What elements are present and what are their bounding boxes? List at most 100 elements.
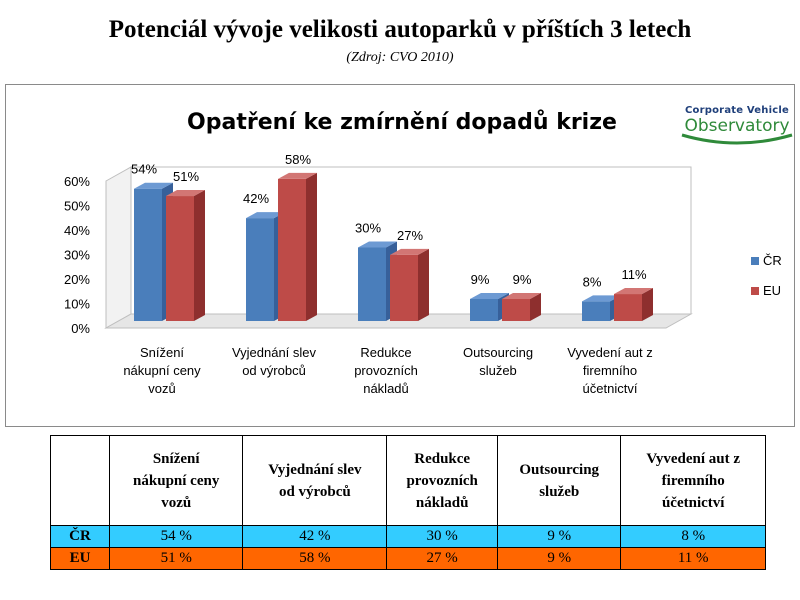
- table-header-1: Vyjednání slev od výrobců: [242, 435, 388, 526]
- table-header-line: Vyvedení aut z: [646, 450, 740, 467]
- table-row: EU 51 % 58 % 27 % 9 % 11 %: [50, 547, 766, 570]
- table-header-4: Vyvedení aut z firemního účetnictví: [620, 435, 766, 526]
- table-cell: 11 %: [620, 547, 766, 570]
- table-header-3: Outsourcing služeb: [496, 435, 622, 526]
- bar-ČR-1: [246, 218, 274, 321]
- chart-frame: 0% 10% 20% 30% 40% 50% 60% Opatření ke zmírnění…: [5, 84, 795, 427]
- bar-EU-1: [278, 178, 306, 321]
- bar-chart: 0% 10% 20% 30% 40% 50% 60% Opatření ke zmírnění…: [64, 110, 782, 396]
- table-header-line: Outsourcing: [519, 461, 600, 478]
- table-cell: 54 %: [108, 525, 244, 548]
- table-cell: 27 %: [386, 547, 498, 570]
- table-header-line: firemního: [661, 472, 725, 489]
- x-tick-label: Vyjednání slev: [232, 345, 317, 360]
- bar-top: [134, 182, 173, 189]
- y-tick-label: 50%: [64, 199, 90, 214]
- bar-EU-4: [614, 294, 642, 321]
- bar-ČR-4: [582, 301, 610, 321]
- table-header-line: Vyjednání slev: [268, 461, 362, 478]
- logo-line-2: Observatory: [684, 116, 790, 136]
- bar-side: [306, 172, 317, 321]
- data-label: 54%: [131, 162, 157, 177]
- table-row-label: EU: [50, 547, 110, 570]
- bar-top: [246, 212, 285, 219]
- bar-side: [418, 248, 429, 321]
- legend-swatch-0: [751, 257, 759, 265]
- table-header-line: od výrobců: [278, 483, 351, 500]
- chart-title: Opatření ke zmírnění dopadů krize: [187, 110, 617, 135]
- bar-side: [194, 190, 205, 321]
- table-header-line: Snížení: [152, 450, 200, 467]
- x-tick-label: služeb: [479, 363, 517, 378]
- y-tick-label: 20%: [64, 272, 90, 287]
- table-header-line: služeb: [539, 483, 580, 500]
- bar-top: [390, 248, 429, 255]
- table-row: ČR 54 % 42 % 30 % 9 % 8 %: [50, 525, 766, 548]
- data-label: 51%: [173, 169, 199, 184]
- bar-top: [166, 190, 205, 197]
- x-tick-label: provozních: [354, 363, 418, 378]
- legend-label: ČR: [763, 253, 782, 268]
- bar-side: [642, 288, 653, 321]
- bar-EU-2: [390, 254, 418, 321]
- data-label: 42%: [243, 191, 269, 206]
- table-cell: 9 %: [496, 547, 622, 570]
- data-label: 30%: [355, 221, 381, 236]
- table-header-0: Snížení nákupní ceny vozů: [108, 435, 244, 526]
- table-header-line: Redukce: [414, 450, 471, 467]
- x-tick-label: Outsourcing: [463, 345, 533, 360]
- chart-side-wall: [105, 166, 132, 329]
- table-header-line: účetnictví: [661, 494, 725, 511]
- y-tick-label: 60%: [64, 174, 90, 189]
- data-label: 9%: [471, 272, 490, 287]
- table-header-2: Redukce provozních nákladů: [386, 435, 498, 526]
- table-cell: 42 %: [242, 525, 388, 548]
- page-title: Potenciál vývoje velikosti autoparků v p…: [108, 16, 692, 43]
- data-label: 9%: [513, 272, 532, 287]
- bar-top: [358, 241, 397, 248]
- x-tick-label: nákupní ceny: [123, 363, 201, 378]
- logo-swoosh-icon: [681, 133, 793, 145]
- table-header-line: nákladů: [415, 494, 469, 511]
- table-cell: 58 %: [242, 547, 388, 570]
- bar-top: [582, 295, 621, 302]
- x-tick-label: nákladů: [363, 381, 409, 396]
- data-label: 27%: [397, 228, 423, 243]
- bar-top: [614, 288, 653, 295]
- cvo-logo: Corporate Vehicle Observatory: [676, 99, 798, 151]
- bar-top: [470, 292, 509, 299]
- logo-line-1: Corporate Vehicle: [685, 105, 789, 116]
- x-tick-label: firemního: [583, 363, 637, 378]
- table-header-line: nákupní ceny: [133, 472, 220, 489]
- legend-swatch-1: [751, 287, 759, 295]
- x-tick-label: vozů: [148, 381, 175, 396]
- legend-label: EU: [763, 283, 781, 298]
- bar-side: [530, 292, 541, 321]
- y-tick-label: 40%: [64, 223, 90, 238]
- data-label: 8%: [583, 274, 602, 289]
- table-header-row: Snížení nákupní ceny vozů Vyjednání slev od …: [50, 435, 766, 526]
- x-tick-label: od výrobců: [242, 363, 306, 378]
- y-tick-label: 10%: [64, 297, 90, 312]
- bar-ČR-2: [358, 247, 386, 321]
- table-cell: 9 %: [496, 525, 622, 548]
- bar-EU-3: [502, 298, 530, 321]
- table-header-line: vozů: [161, 494, 192, 511]
- bar-top: [502, 292, 541, 299]
- x-tick-label: Snížení: [140, 345, 184, 360]
- source-note: (Zdroj: CVO 2010): [346, 50, 454, 65]
- y-tick-label: 0%: [71, 321, 90, 336]
- x-tick-label: Redukce: [360, 345, 411, 360]
- data-label: 58%: [285, 152, 311, 167]
- data-table: Snížení nákupní ceny vozů Vyjednání slev od …: [50, 435, 766, 570]
- x-tick-label: účetnictví: [583, 381, 638, 396]
- table-cell: 51 %: [108, 547, 244, 570]
- y-tick-label: 30%: [64, 248, 90, 263]
- bar-ČR-3: [470, 298, 498, 321]
- table-cell: 30 %: [386, 525, 498, 548]
- bar-ČR-0: [134, 188, 162, 321]
- table-row-label: ČR: [50, 525, 110, 548]
- bar-top: [278, 172, 317, 179]
- bar-EU-0: [166, 196, 194, 321]
- table-header-line: provozních: [406, 472, 478, 489]
